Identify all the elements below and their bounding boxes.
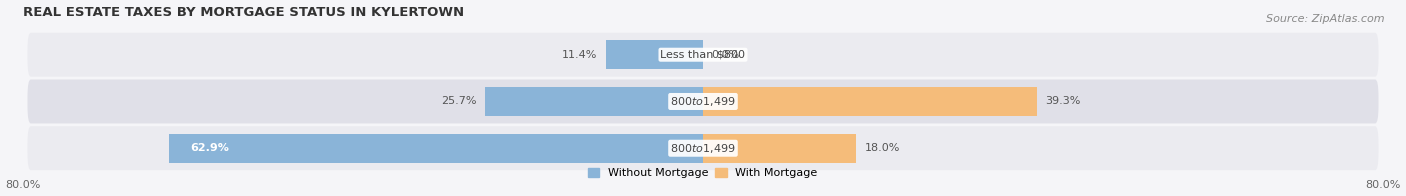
Legend: Without Mortgage, With Mortgage: Without Mortgage, With Mortgage — [588, 168, 818, 178]
FancyBboxPatch shape — [28, 80, 1378, 123]
Text: 11.4%: 11.4% — [562, 50, 598, 60]
Text: $800 to $1,499: $800 to $1,499 — [671, 142, 735, 155]
Bar — [703, 134, 856, 163]
FancyBboxPatch shape — [28, 33, 1378, 77]
Bar — [606, 40, 703, 69]
Bar — [485, 87, 703, 116]
Text: REAL ESTATE TAXES BY MORTGAGE STATUS IN KYLERTOWN: REAL ESTATE TAXES BY MORTGAGE STATUS IN … — [24, 5, 464, 19]
Text: 62.9%: 62.9% — [190, 143, 229, 153]
Bar — [703, 87, 1038, 116]
Text: Source: ZipAtlas.com: Source: ZipAtlas.com — [1267, 14, 1385, 24]
Text: 25.7%: 25.7% — [440, 96, 477, 106]
FancyBboxPatch shape — [28, 126, 1378, 170]
Text: 0.0%: 0.0% — [711, 50, 740, 60]
Text: $800 to $1,499: $800 to $1,499 — [671, 95, 735, 108]
Text: Less than $800: Less than $800 — [661, 50, 745, 60]
Text: 39.3%: 39.3% — [1046, 96, 1081, 106]
Text: 18.0%: 18.0% — [865, 143, 900, 153]
Bar — [169, 134, 703, 163]
